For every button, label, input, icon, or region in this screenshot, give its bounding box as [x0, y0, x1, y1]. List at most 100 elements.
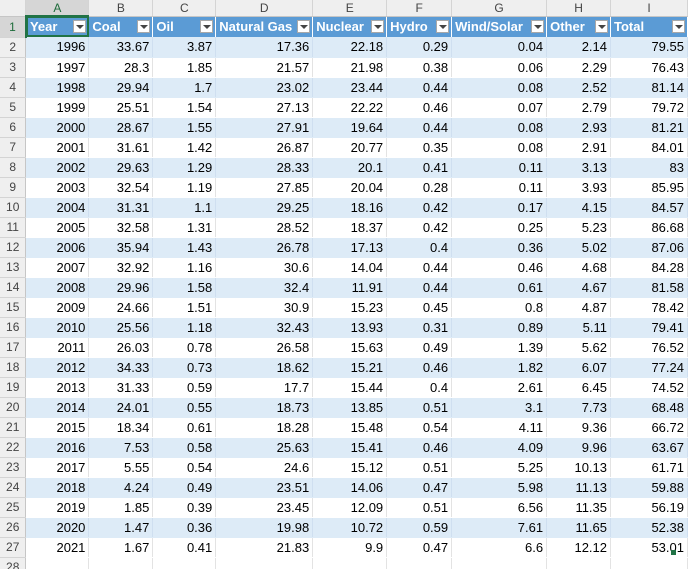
data-cell-hydro[interactable]: 0.45 [386, 297, 453, 318]
row-header[interactable]: 5 [0, 97, 27, 118]
data-cell-coal[interactable]: 31.61 [88, 137, 154, 158]
row-header[interactable]: 13 [0, 257, 27, 278]
data-cell-wind-solar[interactable]: 0.89 [451, 317, 548, 338]
data-cell-other[interactable]: 3.13 [546, 157, 612, 178]
header-cell-other[interactable]: Other [546, 16, 612, 37]
data-cell-hydro[interactable]: 0.46 [386, 437, 453, 458]
data-cell-year[interactable]: 2008 [25, 277, 90, 298]
data-cell-wind-solar[interactable]: 6.56 [451, 497, 548, 518]
data-cell-wind-solar[interactable]: 0.11 [451, 177, 548, 198]
data-cell-natural-gas[interactable]: 26.78 [215, 237, 314, 258]
data-cell-hydro[interactable]: 0.44 [386, 257, 453, 278]
row-header[interactable]: 21 [0, 417, 27, 438]
data-cell-wind-solar[interactable]: 0.17 [451, 197, 548, 218]
data-cell-other[interactable]: 5.11 [546, 317, 612, 338]
data-cell-hydro[interactable]: 0.42 [386, 217, 453, 238]
data-cell-wind-solar[interactable]: 0.04 [451, 37, 548, 58]
data-cell-hydro[interactable]: 0.44 [386, 277, 453, 298]
data-cell-nuclear[interactable]: 13.85 [312, 397, 388, 418]
data-cell-total[interactable]: 74.52 [610, 377, 688, 398]
filter-dropdown-icon[interactable] [672, 19, 685, 33]
data-cell-nuclear[interactable]: 21.98 [312, 57, 388, 78]
data-cell-natural-gas[interactable]: 28.52 [215, 217, 314, 238]
data-cell-natural-gas[interactable]: 28.33 [215, 157, 314, 178]
data-cell-nuclear[interactable]: 11.91 [312, 277, 388, 298]
data-cell-coal[interactable]: 35.94 [88, 237, 154, 258]
data-cell-natural-gas[interactable]: 29.25 [215, 197, 314, 218]
data-cell-other[interactable]: 5.02 [546, 237, 612, 258]
data-cell-oil[interactable]: 1.51 [152, 297, 217, 318]
data-cell-other[interactable]: 6.45 [546, 377, 612, 398]
data-cell-year[interactable]: 2014 [25, 397, 90, 418]
data-cell-other[interactable]: 2.14 [546, 37, 612, 58]
data-cell-oil[interactable]: 1.42 [152, 137, 217, 158]
data-cell-wind-solar[interactable]: 7.61 [451, 517, 548, 538]
data-cell-total[interactable]: 79.72 [610, 97, 688, 118]
data-cell-coal[interactable]: 32.92 [88, 257, 154, 278]
data-cell-coal[interactable]: 29.63 [88, 157, 154, 178]
data-cell-oil[interactable]: 1.29 [152, 157, 217, 178]
data-cell-natural-gas[interactable]: 32.4 [215, 277, 314, 298]
filter-dropdown-icon[interactable] [371, 19, 385, 33]
header-cell-coal[interactable]: Coal [88, 16, 154, 37]
data-cell-total[interactable]: 59.88 [610, 477, 688, 498]
column-header-a[interactable]: A [25, 0, 90, 17]
data-cell-nuclear[interactable]: 20.1 [312, 157, 388, 178]
data-cell-natural-gas[interactable]: 18.62 [215, 357, 314, 378]
data-cell-nuclear[interactable]: 18.37 [312, 217, 388, 238]
data-cell-hydro[interactable]: 0.28 [386, 177, 453, 198]
row-header[interactable]: 7 [0, 137, 27, 158]
data-cell-total[interactable]: 84.28 [610, 257, 688, 278]
data-cell-natural-gas[interactable]: 18.73 [215, 397, 314, 418]
data-cell-wind-solar[interactable]: 4.09 [451, 437, 548, 458]
empty-cell[interactable] [88, 557, 154, 569]
data-cell-nuclear[interactable]: 10.72 [312, 517, 388, 538]
data-cell-wind-solar[interactable]: 5.25 [451, 457, 548, 478]
data-cell-wind-solar[interactable]: 0.8 [451, 297, 548, 318]
data-cell-nuclear[interactable]: 18.16 [312, 197, 388, 218]
header-cell-hydro[interactable]: Hydro [386, 16, 453, 37]
data-cell-other[interactable]: 4.67 [546, 277, 612, 298]
data-cell-natural-gas[interactable]: 30.9 [215, 297, 314, 318]
filter-dropdown-icon[interactable] [436, 19, 450, 33]
data-cell-total[interactable]: 83 [610, 157, 688, 178]
data-cell-year[interactable]: 2009 [25, 297, 90, 318]
data-cell-other[interactable]: 2.91 [546, 137, 612, 158]
data-cell-hydro[interactable]: 0.42 [386, 197, 453, 218]
data-cell-oil[interactable]: 0.36 [152, 517, 217, 538]
row-header[interactable]: 28 [0, 557, 27, 569]
data-cell-year[interactable]: 1999 [25, 97, 90, 118]
data-cell-coal[interactable]: 31.33 [88, 377, 154, 398]
data-cell-nuclear[interactable]: 15.41 [312, 437, 388, 458]
data-cell-oil[interactable]: 1.1 [152, 197, 217, 218]
data-cell-other[interactable]: 11.13 [546, 477, 612, 498]
data-cell-oil[interactable]: 0.54 [152, 457, 217, 478]
data-cell-nuclear[interactable]: 13.93 [312, 317, 388, 338]
data-cell-coal[interactable]: 5.55 [88, 457, 154, 478]
data-cell-nuclear[interactable]: 20.77 [312, 137, 388, 158]
data-cell-coal[interactable]: 24.01 [88, 397, 154, 418]
data-cell-other[interactable]: 7.73 [546, 397, 612, 418]
row-header[interactable]: 3 [0, 57, 27, 78]
empty-cell[interactable] [451, 557, 548, 569]
data-cell-total[interactable]: 81.58 [610, 277, 688, 298]
row-header[interactable]: 1 [0, 16, 27, 38]
row-header[interactable]: 23 [0, 457, 27, 478]
data-cell-coal[interactable]: 7.53 [88, 437, 154, 458]
data-cell-other[interactable]: 6.07 [546, 357, 612, 378]
data-cell-year[interactable]: 2007 [25, 257, 90, 278]
data-cell-oil[interactable]: 1.85 [152, 57, 217, 78]
data-cell-year[interactable]: 2015 [25, 417, 90, 438]
column-header-h[interactable]: H [546, 0, 612, 17]
data-cell-year[interactable]: 2019 [25, 497, 90, 518]
data-cell-total[interactable]: 56.19 [610, 497, 688, 518]
data-cell-year[interactable]: 2002 [25, 157, 90, 178]
data-cell-nuclear[interactable]: 15.23 [312, 297, 388, 318]
data-cell-other[interactable]: 4.15 [546, 197, 612, 218]
data-cell-natural-gas[interactable]: 19.98 [215, 517, 314, 538]
column-header-e[interactable]: E [312, 0, 388, 17]
data-cell-oil[interactable]: 0.61 [152, 417, 217, 438]
data-cell-natural-gas[interactable]: 26.58 [215, 337, 314, 358]
data-cell-wind-solar[interactable]: 1.82 [451, 357, 548, 378]
